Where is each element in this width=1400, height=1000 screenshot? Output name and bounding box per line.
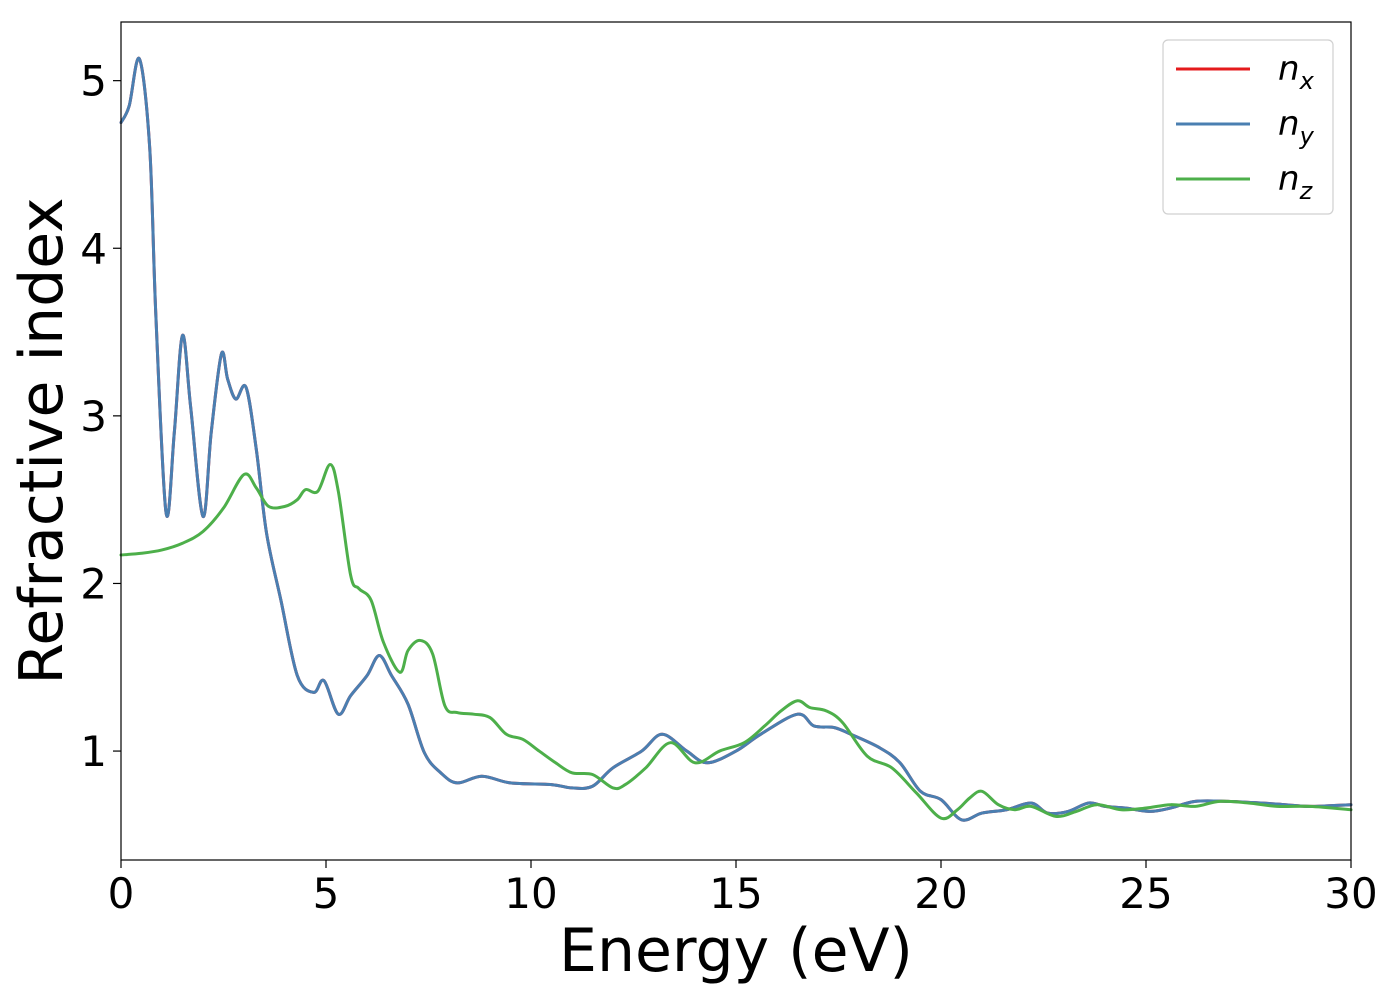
y-tick-label: 4 bbox=[80, 224, 107, 273]
x-tick-label: 15 bbox=[709, 869, 762, 918]
y-axis-label: Refractive index bbox=[7, 197, 77, 684]
series-lines bbox=[119, 56, 1353, 822]
y-tick-label: 2 bbox=[80, 559, 107, 608]
legend-frame bbox=[1162, 39, 1334, 215]
y-tick-label: 1 bbox=[80, 727, 107, 776]
x-tick-label: 20 bbox=[914, 869, 967, 918]
plot-background bbox=[121, 22, 1351, 860]
x-axis-label: Energy (eV) bbox=[559, 916, 913, 986]
series-line-n-y bbox=[119, 56, 1353, 822]
x-tick-label: 5 bbox=[313, 869, 340, 918]
y-axis: 1 2 3 4 5 bbox=[80, 57, 121, 776]
x-tick-label: 30 bbox=[1324, 869, 1377, 918]
y-tick-label: 3 bbox=[80, 392, 107, 441]
x-tick-label: 10 bbox=[504, 869, 557, 918]
series-line-n-z bbox=[119, 462, 1353, 821]
x-tick-label: 0 bbox=[108, 869, 135, 918]
x-axis: 0 5 10 15 20 25 30 bbox=[108, 860, 1378, 918]
y-tick-label: 5 bbox=[80, 57, 107, 106]
x-tick-label: 25 bbox=[1119, 869, 1172, 918]
